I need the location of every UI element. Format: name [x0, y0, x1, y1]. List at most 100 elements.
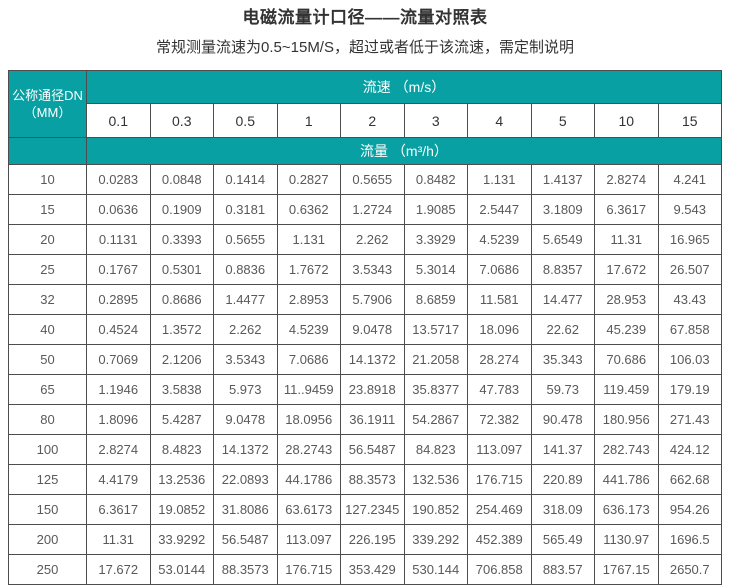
table-row: 50 0.7069 2.1206 3.5343 7.0686 14.1372 21.2058… — [8, 344, 722, 375]
table-row: 10 0.0283 0.0848 0.1414 0.2827 0.5655 0.8482 1.… — [8, 164, 722, 195]
flow-value-cell: 3.1809 — [530, 194, 595, 225]
flow-value-cell: 22.0893 — [213, 464, 278, 495]
table-row: 100 2.8274 8.4823 14.1372 28.2743 56.5487 84.8… — [8, 434, 722, 465]
flow-value-cell: 220.89 — [530, 464, 595, 495]
flow-value-cell: 18.0956 — [276, 404, 341, 435]
table-row: 65 1.1946 3.5838 5.973 11..9459 23.8918 35.837… — [8, 374, 722, 405]
corner-header-line1: 公称通径DN — [12, 88, 83, 103]
flow-value-cell: 22.62 — [530, 314, 595, 345]
flow-value-cell: 119.459 — [594, 374, 659, 405]
flow-value-cell: 5.6549 — [530, 224, 595, 255]
flow-value-cell: 254.469 — [467, 494, 532, 525]
flow-value-cell: 4.5239 — [276, 314, 341, 345]
velocity-value-cell: 2 — [340, 103, 405, 138]
flow-value-cell: 0.0636 — [86, 194, 151, 225]
table-body: 10 0.0283 0.0848 0.1414 0.2827 0.5655 0.8482 1.… — [8, 164, 722, 585]
flow-value-cell: 106.03 — [657, 344, 722, 375]
flow-value-cell: 0.7069 — [86, 344, 151, 375]
table-row: 15 0.0636 0.1909 0.3181 0.6362 1.2724 1.9085 2.… — [8, 194, 722, 225]
flow-value-cell: 353.429 — [340, 554, 405, 585]
flow-value-cell: 8.4823 — [149, 434, 214, 465]
flow-value-cell: 28.2743 — [276, 434, 341, 465]
flow-value-cell: 35.8377 — [403, 374, 468, 405]
flow-header-label: 流量 （m³/h） — [86, 137, 722, 165]
flow-value-cell: 90.478 — [530, 404, 595, 435]
dn-cell: 65 — [8, 374, 87, 405]
table-row: 25 0.1767 0.5301 0.8836 1.7672 3.5343 5.3014 7.… — [8, 254, 722, 285]
flow-value-cell: 45.239 — [594, 314, 659, 345]
flow-value-cell: 2.262 — [340, 224, 405, 255]
flow-value-cell: 176.715 — [467, 464, 532, 495]
dn-cell: 32 — [8, 284, 87, 315]
flow-value-cell: 662.68 — [657, 464, 722, 495]
flow-value-cell: 2.5447 — [467, 194, 532, 225]
flow-value-cell: 0.3393 — [149, 224, 214, 255]
flow-value-cell: 190.852 — [403, 494, 468, 525]
flow-value-cell: 0.1414 — [213, 164, 278, 195]
dn-cell: 250 — [8, 554, 87, 585]
flow-value-cell: 14.1372 — [213, 434, 278, 465]
flow-value-cell: 0.5655 — [340, 164, 405, 195]
flow-value-cell: 1.4477 — [213, 284, 278, 315]
flow-value-cell: 1.1946 — [86, 374, 151, 405]
flow-value-cell: 23.8918 — [340, 374, 405, 405]
flow-value-cell: 63.6173 — [276, 494, 341, 525]
dn-cell: 100 — [8, 434, 87, 465]
table-row: 20 0.1131 0.3393 0.5655 1.131 2.262 3.3929 4.52… — [8, 224, 722, 255]
flow-value-cell: 441.786 — [594, 464, 659, 495]
flow-value-cell: 5.3014 — [403, 254, 468, 285]
flow-value-cell: 2.262 — [213, 314, 278, 345]
flow-value-cell: 113.097 — [467, 434, 532, 465]
flow-value-cell: 179.19 — [657, 374, 722, 405]
flow-value-cell: 8.8357 — [530, 254, 595, 285]
flow-value-cell: 180.956 — [594, 404, 659, 435]
table-row: 200 11.31 33.9292 56.5487 113.097 226.195 339.… — [8, 524, 722, 555]
flow-value-cell: 3.5343 — [213, 344, 278, 375]
flow-value-cell: 424.12 — [657, 434, 722, 465]
velocity-value-cell: 0.1 — [86, 103, 151, 138]
flow-value-cell: 2.8953 — [276, 284, 341, 315]
flow-value-cell: 19.0852 — [149, 494, 214, 525]
flow-value-cell: 35.343 — [530, 344, 595, 375]
flow-value-cell: 18.096 — [467, 314, 532, 345]
flow-value-cell: 11..9459 — [276, 374, 341, 405]
dn-cell: 10 — [8, 164, 87, 195]
flow-value-cell: 28.274 — [467, 344, 532, 375]
flow-value-cell: 339.292 — [403, 524, 468, 555]
flow-value-cell: 7.0686 — [276, 344, 341, 375]
page-subtitle: 常规测量流速为0.5~15M/S，超过或者低于该流速，需定制说明 — [156, 39, 574, 56]
corner-header-cell: 公称通径DN （MM） — [8, 70, 87, 138]
flow-value-cell: 0.6362 — [276, 194, 341, 225]
flow-value-cell: 14.1372 — [340, 344, 405, 375]
flow-value-cell: 706.858 — [467, 554, 532, 585]
flow-value-cell: 1.3572 — [149, 314, 214, 345]
flow-value-cell: 5.4287 — [149, 404, 214, 435]
flow-value-cell: 0.5655 — [213, 224, 278, 255]
table-row: 40 0.4524 1.3572 2.262 4.5239 9.0478 13.5717 18… — [8, 314, 722, 345]
flow-value-cell: 4.5239 — [467, 224, 532, 255]
dn-cell: 80 — [8, 404, 87, 435]
flow-value-cell: 33.9292 — [149, 524, 214, 555]
flow-value-cell: 1.131 — [467, 164, 532, 195]
flow-value-cell: 67.858 — [657, 314, 722, 345]
table-row: 32 0.2895 0.8686 1.4477 2.8953 5.7906 8.6859 11… — [8, 284, 722, 315]
velocity-value-cell: 4 — [467, 103, 532, 138]
flow-value-cell: 70.686 — [594, 344, 659, 375]
flow-value-cell: 1.2724 — [340, 194, 405, 225]
flow-value-cell: 0.8836 — [213, 254, 278, 285]
flow-value-cell: 1130.97 — [594, 524, 659, 555]
flow-value-cell: 9.0478 — [340, 314, 405, 345]
flow-value-cell: 2650.7 — [657, 554, 722, 585]
flow-value-cell: 9.0478 — [213, 404, 278, 435]
table-row: 250 17.672 53.0144 88.3573 176.715 353.429 530… — [8, 554, 722, 585]
flow-rate-table: 公称通径DN （MM） 流速 （m/s） 0.1 0.3 0.5 1 2 3 4 5 10 15 … — [8, 70, 722, 585]
flow-value-cell: 318.09 — [530, 494, 595, 525]
flow-value-cell: 43.43 — [657, 284, 722, 315]
flow-value-cell: 3.5343 — [340, 254, 405, 285]
dn-cell: 125 — [8, 464, 87, 495]
flow-value-cell: 88.3573 — [213, 554, 278, 585]
flow-value-cell: 1.131 — [276, 224, 341, 255]
flow-value-cell: 14.477 — [530, 284, 595, 315]
table-row: 80 1.8096 5.4287 9.0478 18.0956 36.1911 54.286… — [8, 404, 722, 435]
flow-value-cell: 44.1786 — [276, 464, 341, 495]
